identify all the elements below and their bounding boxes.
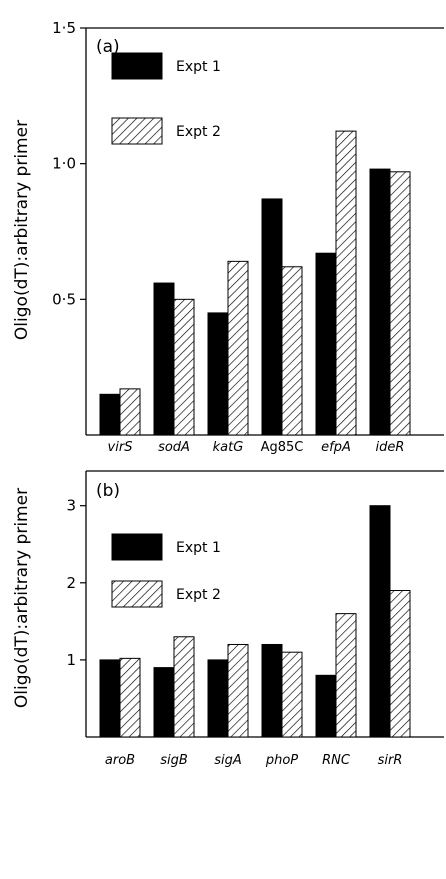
bar-Ag85C-1	[261, 198, 283, 436]
bar-sigA-2	[227, 643, 249, 738]
legend-swatch-1	[111, 533, 163, 561]
category-label: Ag85C	[261, 440, 304, 455]
bar-ideR-2	[389, 171, 411, 436]
bar-sigB-1	[153, 667, 175, 738]
category-label: phoP	[265, 753, 298, 768]
bar-RNC-1	[315, 674, 337, 738]
bar-sodA-2	[173, 298, 195, 436]
bar-sigB-2	[173, 636, 195, 738]
bar-aroB-1	[99, 659, 121, 738]
y-axis-label: Oligo(dT):arbitrary primer	[12, 120, 32, 340]
legend-swatch-1	[111, 52, 163, 80]
legend-label-2: Expt 2	[176, 124, 221, 140]
bar-sirR-2	[389, 590, 411, 738]
category-label: sirR	[378, 753, 403, 768]
bar-efpA-2	[335, 130, 357, 436]
bar-aroB-2	[119, 657, 141, 738]
bar-efpA-1	[315, 252, 337, 436]
bar-ideR-1	[369, 168, 391, 436]
y-tick-label: 3	[66, 497, 76, 515]
panel-label: (b)	[96, 481, 120, 501]
category-label: sigA	[214, 753, 242, 768]
category-label: sodA	[158, 440, 190, 455]
legend-swatch-2	[111, 580, 163, 608]
legend-label-1: Expt 1	[176, 59, 221, 75]
panel-label: (a)	[96, 37, 120, 57]
legend-label-2: Expt 2	[176, 587, 221, 603]
bar-phoP-1	[261, 643, 283, 738]
bar-katG-1	[207, 312, 229, 436]
bar-sodA-1	[153, 282, 175, 436]
legend-label-1: Expt 1	[176, 540, 221, 556]
chart-panel-2: 1 2 3 Oligo(dT):arbitrary primer (b) aroB sigB…	[12, 470, 444, 768]
chart-panel-1: 0·5 1·0 1·5 Oligo(dT):arbitrary primer (a) vi…	[12, 19, 444, 455]
bar-phoP-2	[281, 651, 303, 738]
bar-sirR-1	[369, 505, 391, 738]
bar-RNC-2	[335, 613, 357, 738]
y-tick-label: 1·0	[52, 155, 76, 173]
category-label: virS	[108, 440, 133, 455]
bar-sigA-1	[207, 659, 229, 738]
y-axis-label: Oligo(dT):arbitrary primer	[12, 488, 32, 708]
bar-virS-2	[119, 388, 141, 436]
bar-Ag85C-2	[281, 266, 303, 436]
category-label: RNC	[322, 753, 351, 768]
category-label: sigB	[160, 753, 188, 768]
category-label: aroB	[105, 753, 135, 768]
legend-swatch-2	[111, 117, 163, 145]
y-tick-label: 0·5	[52, 290, 76, 308]
bar-virS-1	[99, 393, 121, 436]
category-label: efpA	[321, 440, 351, 455]
category-label: ideR	[376, 440, 405, 455]
y-tick-label: 2	[66, 574, 76, 592]
y-tick-label: 1·5	[52, 19, 76, 37]
category-label: katG	[213, 440, 244, 455]
bar-katG-2	[227, 260, 249, 436]
y-tick-label: 1	[66, 651, 76, 669]
